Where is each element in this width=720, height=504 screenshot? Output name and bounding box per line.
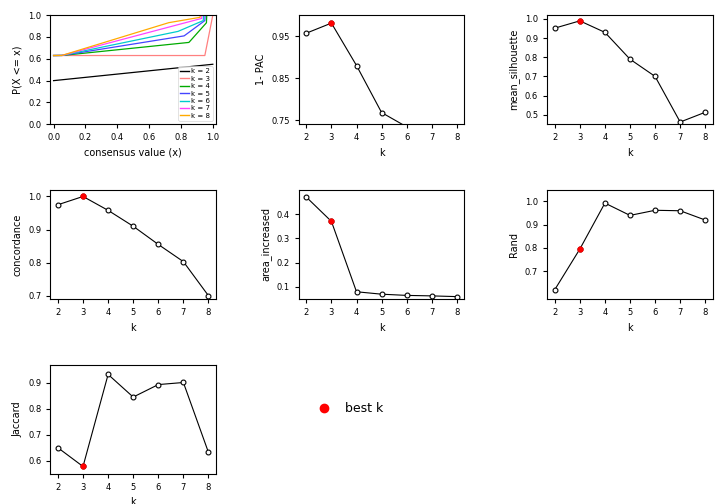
Y-axis label: concordance: concordance: [12, 213, 22, 276]
Legend: k = 2, k = 3, k = 4, k = 5, k = 6, k = 7, k = 8: k = 2, k = 3, k = 4, k = 5, k = 6, k = 7…: [179, 67, 212, 121]
X-axis label: consensus value (x): consensus value (x): [84, 148, 182, 158]
Y-axis label: Rand: Rand: [509, 232, 519, 257]
Y-axis label: mean_silhouette: mean_silhouette: [508, 29, 519, 110]
Y-axis label: Jaccard: Jaccard: [12, 401, 22, 437]
X-axis label: k: k: [130, 497, 136, 504]
Y-axis label: area_increased: area_increased: [260, 208, 271, 281]
X-axis label: k: k: [379, 148, 384, 158]
Y-axis label: P(X <= x): P(X <= x): [12, 45, 22, 94]
X-axis label: k: k: [130, 323, 136, 333]
X-axis label: k: k: [379, 323, 384, 333]
X-axis label: k: k: [627, 323, 633, 333]
Text: best k: best k: [345, 402, 384, 415]
Y-axis label: 1- PAC: 1- PAC: [256, 54, 266, 85]
X-axis label: k: k: [627, 148, 633, 158]
